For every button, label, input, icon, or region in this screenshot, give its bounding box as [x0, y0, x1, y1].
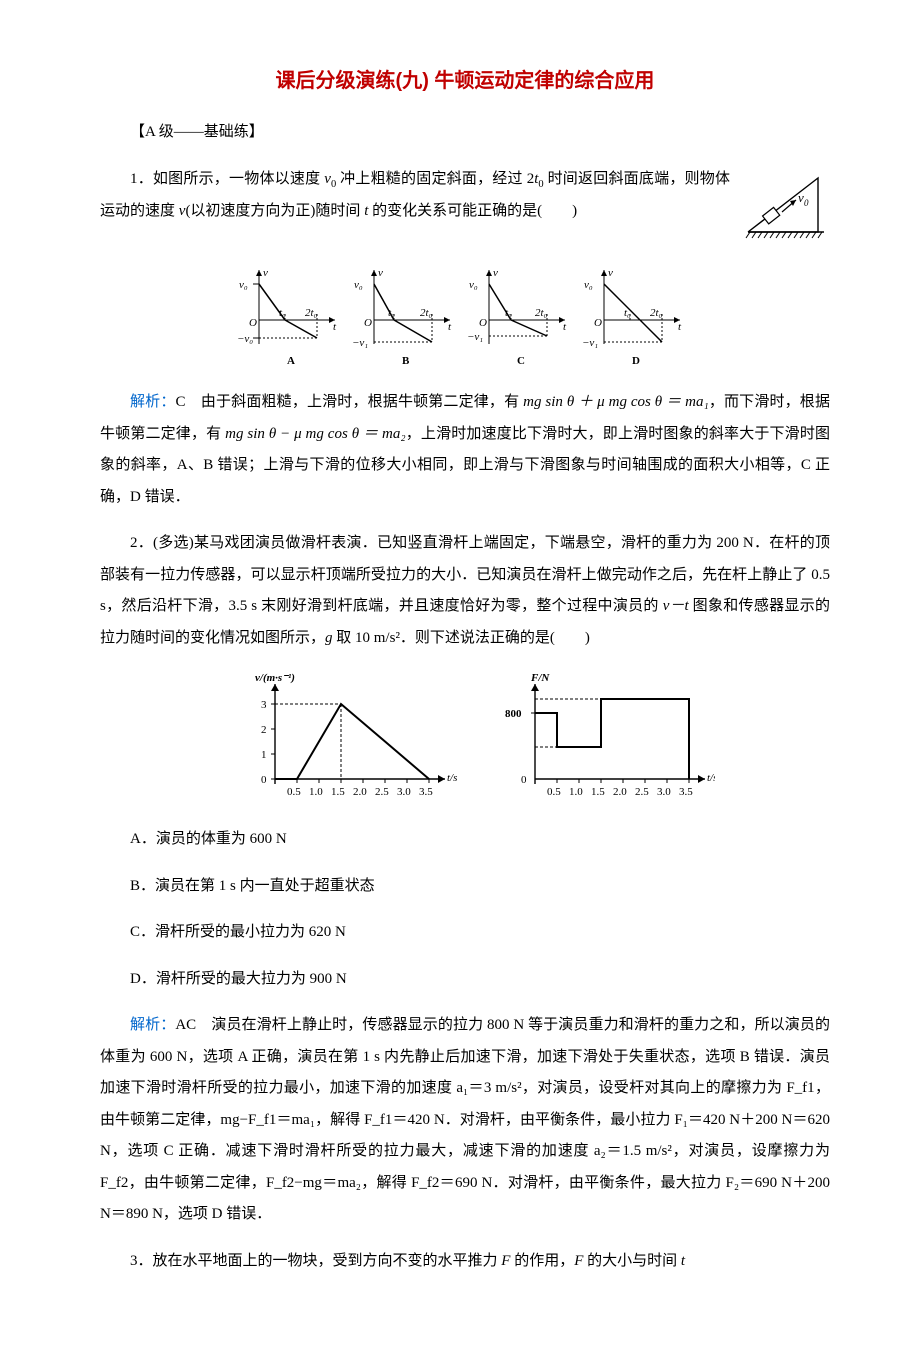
svg-text:O: O: [249, 317, 257, 329]
svg-text:v₀: v₀: [239, 279, 248, 291]
q3-text-c: 的大小与时间: [583, 1253, 681, 1269]
svg-text:O: O: [364, 317, 372, 329]
q3-stem: 3．放在水平地面上的一物块，受到方向不变的水平推力 F 的作用，F 的大小与时间…: [100, 1246, 830, 1278]
q2-analysis: 解析：AC 演员在滑杆上静止时，传感器显示的拉力 800 N 等于演员重力和滑杆…: [100, 1010, 830, 1231]
svg-text:3.0: 3.0: [657, 786, 671, 798]
q2-opt-c: C．滑杆所受的最小拉力为 620 N: [100, 917, 830, 949]
q2-text-c: 取 10 m/s²．则下述说法正确的是( ): [333, 630, 590, 646]
q1-expr2: mg sin θ − μ mg cos θ ＝ ma₂: [225, 426, 405, 442]
svg-text:−v₁: −v₁: [582, 337, 598, 349]
q2-opt-b: B．演员在第 1 s 内一直处于超重状态: [100, 871, 830, 903]
q1-answer: C: [176, 394, 186, 410]
svg-text:v: v: [378, 267, 383, 279]
vt-sym: v－t: [663, 598, 689, 614]
q1-text4: (以初速度方向为正)随时间: [185, 203, 364, 219]
q1-expr1: mg sin θ ＋ μ mg cos θ ＝ ma₁: [523, 394, 709, 410]
v0-sym: v: [324, 171, 331, 187]
svg-text:1.0: 1.0: [309, 786, 323, 798]
q3-text-a: 3．放在水平地面上的一物块，受到方向不变的水平推力: [130, 1253, 501, 1269]
svg-text:t/s: t/s: [447, 772, 457, 784]
t-sym2: t: [681, 1253, 685, 1269]
svg-text:2.0: 2.0: [613, 786, 627, 798]
svg-text:2t₀: 2t₀: [535, 307, 548, 319]
page-title: 课后分级演练(九) 牛顿运动定律的综合应用: [100, 60, 830, 102]
svg-text:−v₁: −v₁: [352, 337, 368, 349]
svg-text:v₀: v₀: [354, 279, 363, 291]
svg-text:t: t: [448, 321, 452, 333]
svg-text:0: 0: [261, 774, 267, 786]
svg-text:t: t: [333, 321, 337, 333]
svg-text:2: 2: [261, 724, 267, 736]
svg-text:2.0: 2.0: [353, 786, 367, 798]
svg-text:v₀: v₀: [469, 279, 478, 291]
q3-text-b: 的作用，: [510, 1253, 574, 1269]
q2-answer: AC: [175, 1017, 196, 1033]
svg-text:3: 3: [261, 699, 267, 711]
svg-text:D: D: [632, 355, 640, 367]
svg-text:t₀: t₀: [505, 307, 512, 319]
svg-text:t/s: t/s: [707, 772, 715, 784]
svg-text:t₀: t₀: [624, 307, 631, 319]
q1-option-graphs: v O v₀ −v₀ t₀ 2t₀ t A v O v₀ t₀ 2t₀ t −v₁ B: [100, 262, 830, 372]
svg-text:O: O: [479, 317, 487, 329]
svg-text:t: t: [563, 321, 567, 333]
svg-text:F/N: F/N: [530, 672, 550, 684]
svg-text:t₀: t₀: [279, 307, 286, 319]
svg-text:−v₀: −v₀: [237, 333, 253, 345]
svg-text:3.5: 3.5: [679, 786, 693, 798]
svg-text:v₀: v₀: [584, 279, 593, 291]
svg-text:1.0: 1.0: [569, 786, 583, 798]
svg-text:800: 800: [505, 708, 522, 720]
q1-text2: 冲上粗糙的固定斜面，经过 2: [336, 171, 534, 187]
analysis-label: 解析：: [130, 1017, 175, 1033]
svg-text:2.5: 2.5: [375, 786, 389, 798]
q1-text: 1．如图所示，一物体以速度: [130, 171, 324, 187]
svg-text:v: v: [263, 267, 268, 279]
q2-charts: v/(m·s⁻¹) 0 1 2 3 0.5 1.0 1.5 2.0 2.5 3.0 3.5 t/s…: [100, 669, 830, 809]
q1-stem: 1．如图所示，一物体以速度 v0 冲上粗糙的固定斜面，经过 2t0 时间返回斜面…: [100, 164, 830, 228]
svg-text:0.5: 0.5: [287, 786, 301, 798]
svg-text:−v₁: −v₁: [467, 331, 483, 343]
svg-text:v: v: [608, 267, 613, 279]
section-a-label: 【A 级——基础练】: [100, 117, 830, 149]
svg-text:C: C: [517, 355, 525, 367]
q2-opt-a: A．演员的体重为 600 N: [100, 824, 830, 856]
q1-ana-a: 由于斜面粗糙，上滑时，根据牛顿第二定律，有: [201, 394, 523, 410]
q2-ana-body: 演员在滑杆上静止时，传感器显示的拉力 800 N 等于演员重力和滑杆的重力之和，…: [100, 1017, 830, 1222]
svg-text:1.5: 1.5: [331, 786, 345, 798]
svg-text:t₀: t₀: [388, 307, 395, 319]
svg-text:3.0: 3.0: [397, 786, 411, 798]
svg-text:0.5: 0.5: [547, 786, 561, 798]
svg-text:2t₀: 2t₀: [420, 307, 433, 319]
q2-stem: 2．(多选)某马戏团演员做滑杆表演．已知竖直滑杆上端固定，下端悬空，滑杆的重力为…: [100, 528, 830, 654]
q1-text5: 的变化关系可能正确的是( ): [368, 203, 577, 219]
svg-text:2.5: 2.5: [635, 786, 649, 798]
svg-text:1.5: 1.5: [591, 786, 605, 798]
svg-text:v: v: [493, 267, 498, 279]
svg-text:A: A: [287, 355, 295, 367]
q2-opt-d: D．滑杆所受的最大拉力为 900 N: [100, 964, 830, 996]
q1-analysis: 解析：C 由于斜面粗糙，上滑时，根据牛顿第二定律，有 mg sin θ ＋ μ …: [100, 387, 830, 513]
svg-text:O: O: [594, 317, 602, 329]
svg-text:2t₀: 2t₀: [305, 307, 318, 319]
svg-text:3.5: 3.5: [419, 786, 433, 798]
g-sym: g: [325, 630, 333, 646]
svg-text:t: t: [678, 321, 682, 333]
svg-text:1: 1: [261, 749, 267, 761]
svg-text:0: 0: [521, 774, 527, 786]
svg-text:2t₀: 2t₀: [650, 307, 663, 319]
F-sym2: F: [574, 1253, 583, 1269]
svg-text:v/(m·s⁻¹): v/(m·s⁻¹): [255, 672, 295, 684]
analysis-label: 解析：: [130, 394, 176, 410]
svg-text:B: B: [402, 355, 410, 367]
